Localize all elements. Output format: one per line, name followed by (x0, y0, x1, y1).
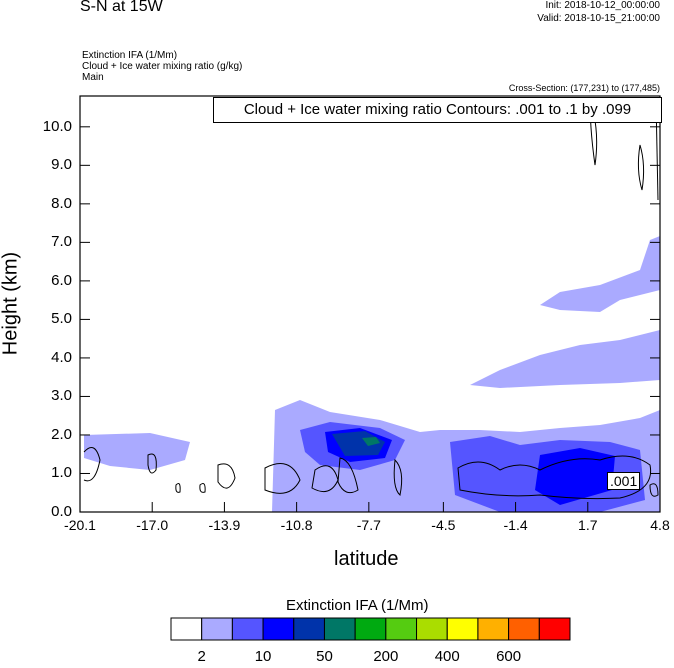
colorbar-swatch (293, 617, 325, 641)
cross-section-label: Cross-Section: (177,231) to (177,485) (508, 83, 660, 93)
y-tick-label: 3.0 (51, 387, 72, 405)
x-tick-label: -1.4 (503, 517, 528, 533)
colorbar-swatch (170, 617, 203, 641)
x-tick-label: -17.0 (136, 517, 169, 533)
colorbar-swatch (201, 617, 233, 641)
colorbar-swatch (477, 617, 510, 641)
field-label-3: Main (82, 72, 104, 83)
x-tick-label: -20.1 (64, 517, 96, 533)
colorbar-label: 10 (254, 648, 272, 665)
fill-light-upper (540, 236, 660, 312)
y-tick-label: 1.0 (51, 464, 72, 482)
colorbar (170, 617, 571, 641)
contour-label: .001 (607, 472, 641, 490)
x-tick-label: -7.7 (356, 517, 381, 533)
x-tick-label: 4.8 (650, 517, 670, 533)
contour-info-box: Cloud + Ice water mixing ratio Contours:… (213, 97, 662, 123)
x-tick-label: -10.8 (280, 517, 313, 533)
colorbar-swatch (262, 617, 295, 641)
y-tick-label: 6.0 (51, 271, 72, 289)
y-tick-label: 9.0 (51, 156, 72, 174)
y-tick-label: 5.0 (51, 310, 72, 328)
y-axis-title: Height (km) (0, 251, 22, 356)
extinction-fill (84, 236, 660, 512)
y-tick-label: 10.0 (42, 117, 72, 135)
y-tick-label: 0.0 (51, 503, 72, 520)
colorbar-label: 600 (496, 648, 522, 665)
contours (83, 99, 659, 500)
field-label-2: Cloud + Ice water mixing ratio (g/kg) (82, 61, 243, 72)
colorbar-swatch (323, 617, 356, 641)
colorbar-label: 50 (316, 648, 333, 665)
x-axis-title: latitude (334, 548, 399, 570)
colorbar-swatch (416, 617, 448, 641)
colorbar-label: 2 (197, 648, 206, 665)
colorbar-label: 400 (434, 648, 460, 665)
y-tick-label: 7.0 (51, 233, 72, 251)
x-tick-label: -13.9 (208, 517, 241, 533)
fill-blue-right (535, 448, 615, 505)
fill-dark-left (332, 431, 385, 456)
x-tick-label: 1.7 (578, 517, 598, 533)
colorbar-title: Extinction IFA (1/Mm) (286, 597, 429, 614)
plot-frame (79, 95, 661, 513)
colorbar-swatch (231, 617, 264, 641)
colorbar-label: 200 (373, 648, 399, 665)
valid-time: Valid: 2018-10-15_21:00:00 (537, 13, 660, 24)
y-tick-label: 8.0 (51, 194, 72, 212)
fill-teal (362, 437, 380, 446)
fill-light-left (84, 433, 190, 470)
x-tick-label: -4.5 (431, 517, 456, 533)
colorbar-swatch (354, 617, 387, 641)
fill-light-mid (470, 330, 660, 388)
chart-title: S-N at 15W (80, 0, 163, 15)
colorbar-swatch (508, 617, 540, 641)
y-tick-label: 2.0 (51, 425, 72, 443)
colorbar-swatch (385, 617, 418, 641)
colorbar-swatch (538, 617, 571, 641)
colorbar-swatch (446, 617, 479, 641)
y-tick-label: 4.0 (51, 348, 72, 366)
init-time: Init: 2018-10-12_00:00:00 (545, 0, 660, 11)
field-label-1: Extinction IFA (1/Mm) (82, 50, 178, 61)
axis-ticks (79, 126, 661, 513)
